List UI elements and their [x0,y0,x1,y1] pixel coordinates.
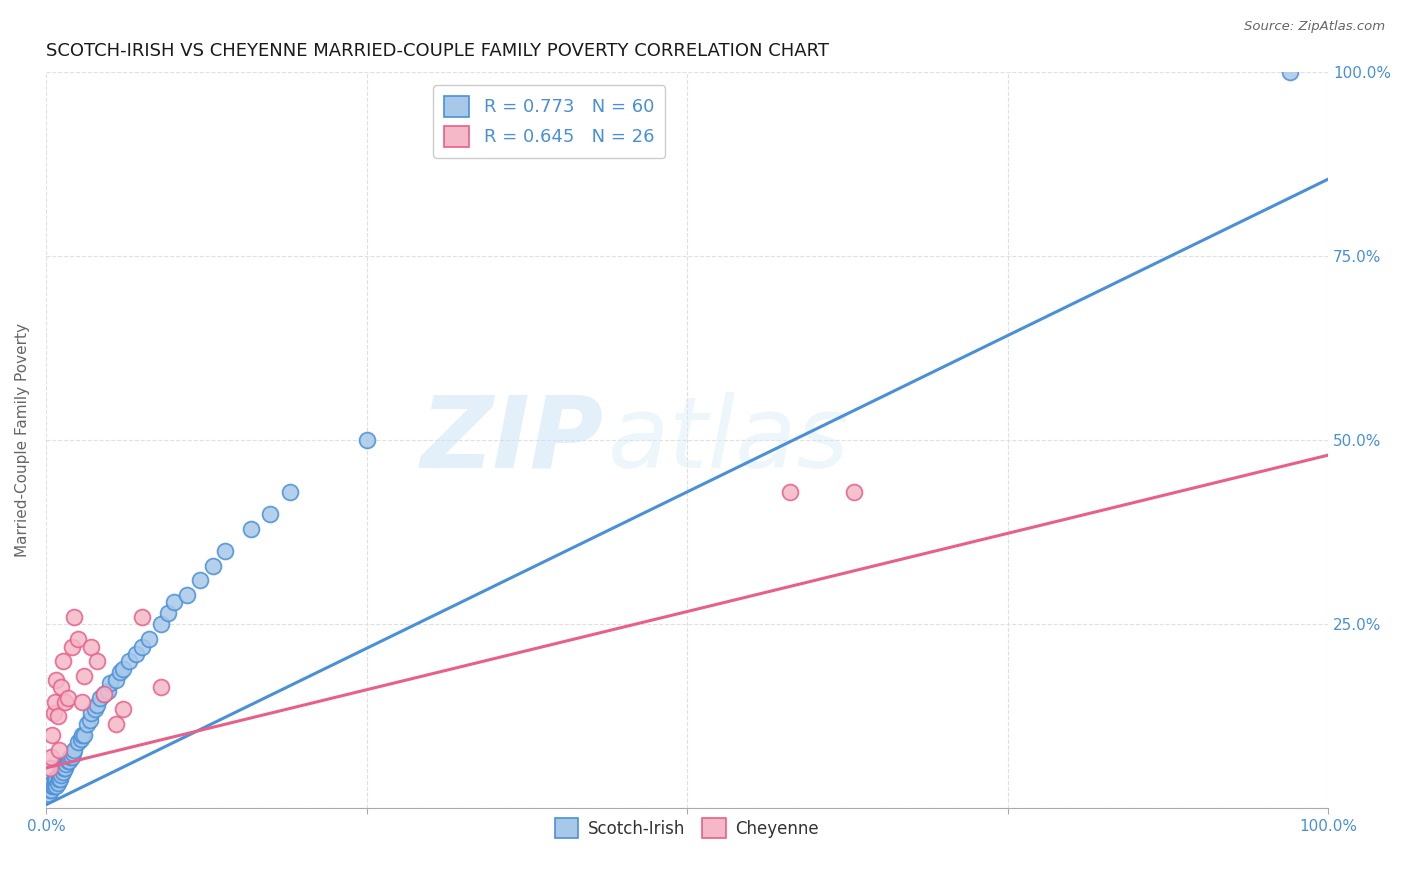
Point [150,680,173,694]
Point [63,742,86,756]
Point [201,558,224,573]
Point [48,772,70,786]
Point [45,780,67,794]
Point [70,695,93,709]
Point [45,673,67,687]
Point [48,768,70,782]
Point [176,588,198,602]
Point [46,775,69,789]
Point [1278,65,1301,79]
Text: Source: ZipAtlas.com: Source: ZipAtlas.com [1244,20,1385,33]
Point [80,706,103,720]
Point [39,750,62,764]
Point [105,716,128,731]
Point [259,507,281,521]
Point [240,522,263,536]
Point [93,687,115,701]
Point [55,757,77,772]
Text: ZIP: ZIP [420,392,603,489]
Point [38,761,60,775]
Point [96,683,118,698]
Point [49,772,72,786]
Point [44,772,66,786]
Point [48,742,70,756]
Point [131,610,153,624]
Y-axis label: Married-Couple Family Poverty: Married-Couple Family Poverty [15,324,30,558]
Point [110,665,132,680]
Point [53,761,76,775]
Point [51,768,73,782]
Point [51,680,73,694]
Point [214,544,236,558]
Point [51,761,73,775]
Point [41,775,63,789]
Point [38,783,60,797]
Point [93,687,115,701]
Point [41,780,63,794]
Point [111,662,134,676]
Point [73,669,96,683]
Point [70,728,93,742]
Point [131,640,153,654]
Point [38,787,60,801]
Point [138,632,160,647]
Point [53,695,76,709]
Point [52,654,75,668]
Point [39,783,62,797]
Point [86,654,108,668]
Point [278,485,301,500]
Point [779,485,801,500]
Point [118,654,141,668]
Point [150,617,173,632]
Point [63,610,86,624]
Point [66,632,89,647]
Point [188,574,211,588]
Legend: Scotch-Irish, Cheyenne: Scotch-Irish, Cheyenne [548,812,825,844]
Point [79,713,101,727]
Point [44,775,66,789]
Point [62,746,84,760]
Point [125,647,148,661]
Point [69,731,91,746]
Point [52,757,75,772]
Point [45,772,67,786]
Point [49,764,72,779]
Point [56,754,79,768]
Point [163,595,186,609]
Point [89,691,111,706]
Point [83,702,105,716]
Point [41,728,63,742]
Point [111,702,134,716]
Point [86,698,108,713]
Point [42,780,65,794]
Point [58,754,80,768]
Point [80,640,103,654]
Point [66,735,89,749]
Point [56,691,79,706]
Text: SCOTCH-IRISH VS CHEYENNE MARRIED-COUPLE FAMILY POVERTY CORRELATION CHART: SCOTCH-IRISH VS CHEYENNE MARRIED-COUPLE … [46,42,830,60]
Point [52,761,75,775]
Point [60,750,83,764]
Point [52,764,75,779]
Point [46,709,69,723]
Point [842,485,865,500]
Point [73,728,96,742]
Point [105,673,128,687]
Point [60,640,83,654]
Point [356,434,378,448]
Point [76,716,98,731]
Point [98,676,121,690]
Point [59,750,82,764]
Point [44,695,66,709]
Point [42,706,65,720]
Point [156,607,179,621]
Text: atlas: atlas [607,392,849,489]
